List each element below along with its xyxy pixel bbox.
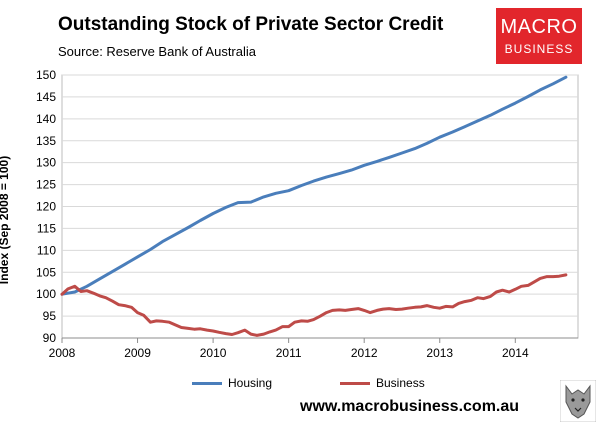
series-line-business <box>60 273 568 337</box>
y-tick-label-100: 100 <box>36 287 56 301</box>
y-tick-label-120: 120 <box>36 200 56 214</box>
chart-source: Source: Reserve Bank of Australia <box>58 44 256 59</box>
y-tick-label-90: 90 <box>43 331 57 345</box>
x-tick-label-2013: 2013 <box>426 346 453 360</box>
series-line-housing <box>60 75 568 296</box>
x-tick-label-2008: 2008 <box>49 346 76 360</box>
legend-label-housing: Housing <box>228 376 273 390</box>
y-tick-label-140: 140 <box>36 112 56 126</box>
x-tick-label-2010: 2010 <box>200 346 227 360</box>
macrobusiness-logo: MACRO BUSINESS <box>496 8 582 64</box>
x-tick-label-2011: 2011 <box>276 346 302 360</box>
y-tick-label-145: 145 <box>36 90 56 104</box>
legend-swatch-housing <box>192 382 222 385</box>
y-tick-label-115: 115 <box>37 221 56 235</box>
logo-line-1: MACRO <box>500 16 578 38</box>
logo-line-2: BUSINESS <box>504 42 574 56</box>
y-tick-label-125: 125 <box>36 178 56 192</box>
y-tick-label-95: 95 <box>43 309 57 323</box>
y-tick-label-105: 105 <box>36 265 56 279</box>
y-tick-label-110: 110 <box>37 243 56 257</box>
wolf-icon <box>560 380 596 422</box>
legend-label-business: Business <box>376 376 425 390</box>
footer-url: www.macrobusiness.com.au <box>300 398 520 415</box>
legend-swatch-business <box>340 382 370 385</box>
y-tick-label-130: 130 <box>36 156 56 170</box>
x-tick-label-2009: 2009 <box>124 346 151 360</box>
y-tick-label-150: 150 <box>36 68 56 82</box>
x-tick-label-2012: 2012 <box>351 346 378 360</box>
x-tick-label-2014: 2014 <box>502 346 529 360</box>
chart-title: Outstanding Stock of Private Sector Cred… <box>58 14 444 35</box>
y-tick-label-135: 135 <box>36 134 56 148</box>
